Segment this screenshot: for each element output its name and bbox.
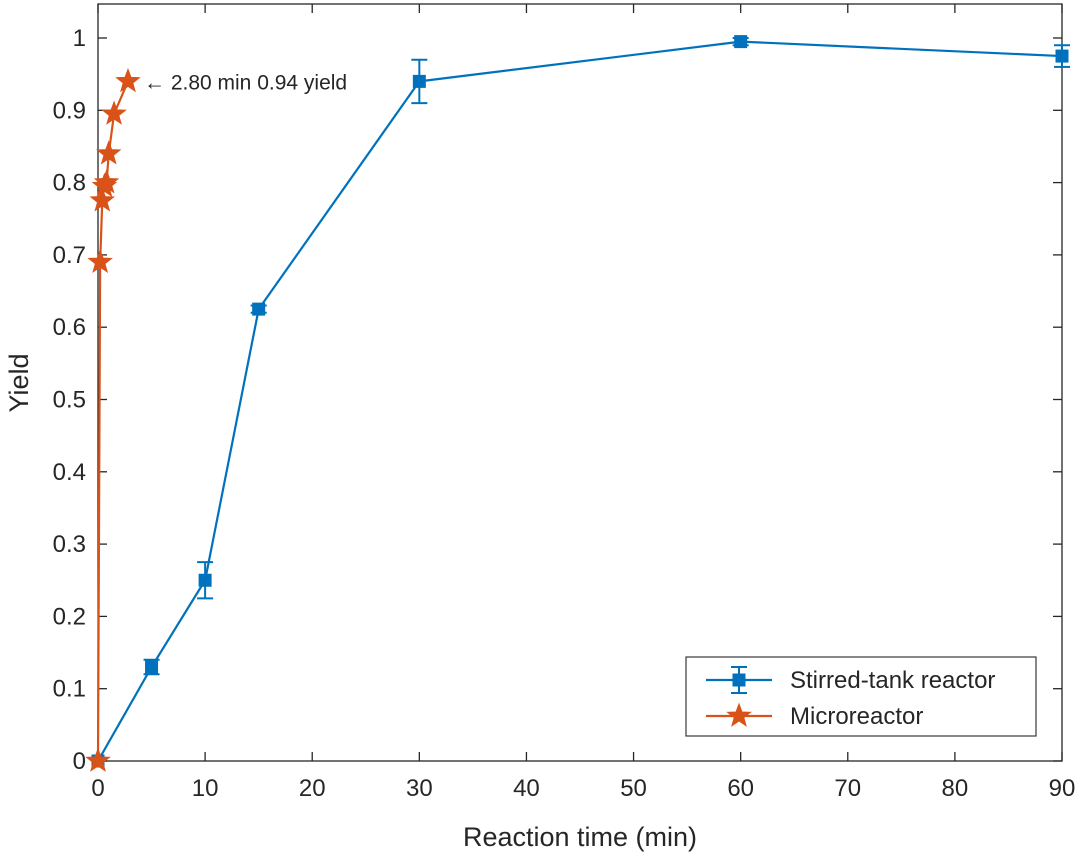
y-tick-label: 0.2	[53, 603, 86, 630]
data-point	[87, 248, 113, 274]
y-tick-label: 0.5	[53, 387, 86, 414]
data-point	[89, 187, 116, 212]
x-tick-label: 10	[192, 775, 219, 802]
x-tick-label: 0	[91, 775, 104, 802]
data-point	[252, 302, 266, 316]
y-tick-label: 0.7	[53, 242, 86, 269]
x-tick-label: 30	[406, 775, 433, 802]
x-tick-label: 60	[727, 775, 754, 802]
y-tick-label: 0	[73, 748, 86, 775]
plot-area	[97, 3, 1063, 762]
y-tick-label: 1	[73, 25, 86, 52]
series-microreactor	[85, 67, 141, 772]
x-tick-label: 20	[299, 775, 326, 802]
x-tick-label: 50	[620, 775, 647, 802]
data-point	[412, 74, 426, 88]
x-axis-title: Reaction time (min)	[463, 822, 697, 852]
y-tick-label: 0.9	[53, 97, 86, 124]
legend-marker	[726, 702, 752, 727]
data-point	[93, 169, 120, 194]
annotation-label: ← 2.80 min 0.94 yield	[144, 71, 347, 94]
x-tick-label: 90	[1049, 775, 1076, 802]
data-point	[101, 100, 127, 125]
legend-symbol-microreactor	[706, 702, 772, 727]
x-tick-label: 40	[513, 775, 540, 802]
y-tick-label: 0.6	[53, 314, 86, 341]
legend-symbol-stirred-tank	[706, 666, 772, 694]
data-point	[85, 747, 111, 772]
y-tick-label: 0.3	[53, 531, 86, 558]
legend-marker	[732, 673, 746, 687]
data-point	[115, 67, 141, 93]
series-layer	[85, 35, 1070, 772]
data-point	[95, 140, 122, 165]
y-tick-label: 0.4	[53, 459, 86, 486]
data-point	[734, 35, 748, 49]
data-point	[145, 660, 159, 674]
y-tick-label: 0.1	[53, 676, 86, 703]
data-point	[1055, 49, 1069, 63]
annotation-layer: ← 2.80 min 0.94 yield	[144, 71, 347, 94]
data-point	[198, 573, 212, 587]
series-stirred-tank	[91, 35, 1070, 768]
x-tick-label: 70	[834, 775, 861, 802]
y-tick-label: 0.8	[53, 170, 86, 197]
y-axis-title: Yield	[4, 353, 34, 412]
legend: Stirred-tank reactor Microreactor	[685, 656, 1037, 737]
axes: 0 10 20 30 40 50 60 70 80 90 0 0.1 0.2 0.3 0.4 0.5 0.6 0.…	[53, 4, 1076, 802]
legend-label-microreactor: Microreactor	[790, 703, 923, 730]
x-tick-label: 80	[942, 775, 969, 802]
legend-label-stirred-tank: Stirred-tank reactor	[790, 667, 995, 694]
